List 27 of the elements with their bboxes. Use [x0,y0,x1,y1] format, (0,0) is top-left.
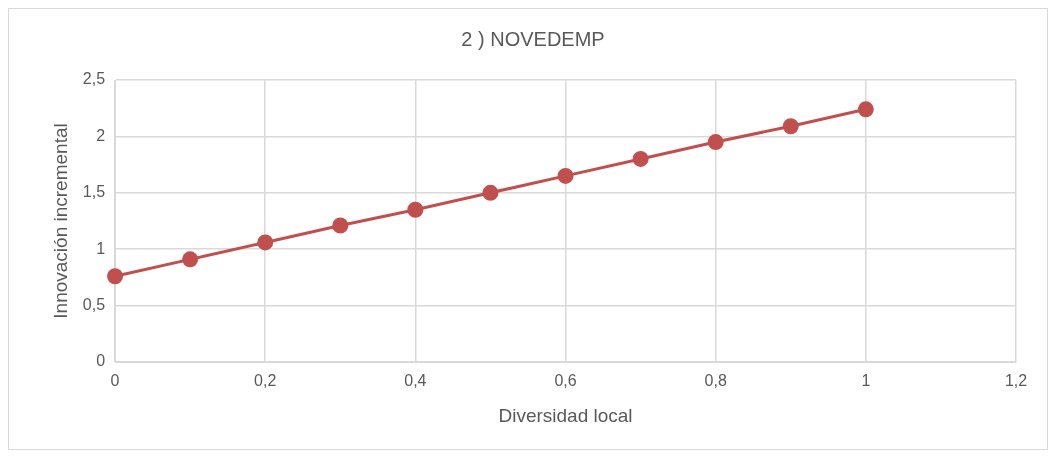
point [107,268,124,285]
point [557,167,574,184]
point [632,150,649,167]
x-tick-label: 0,6 [554,372,577,390]
x-tick-label: 0,2 [254,372,277,390]
x-tick-label: 1,2 [1004,372,1028,390]
point [782,118,799,135]
y-tick-label: 2 [96,126,106,144]
x-axis-title: Diversidad local [498,404,633,426]
x-tick-label: 0,8 [704,372,727,390]
y-tick-label: 0 [96,352,106,370]
point [482,184,499,201]
chart-title: 2 ) NOVEDEMP [461,27,605,50]
x-tick-label: 0 [110,372,120,390]
point [407,201,424,218]
x-tick-label: 1 [861,372,871,390]
x-tick-label: 0,4 [404,372,427,390]
y-axis-title: Innovación incremental [49,123,71,319]
point [182,251,199,268]
point [257,234,274,251]
point [707,134,724,151]
y-tick-label: 1,5 [82,183,106,201]
y-tick-label: 2,5 [82,70,106,88]
point [332,217,349,234]
y-tick-label: 1 [96,239,106,257]
point [857,101,874,118]
y-tick-label: 0,5 [82,296,106,314]
